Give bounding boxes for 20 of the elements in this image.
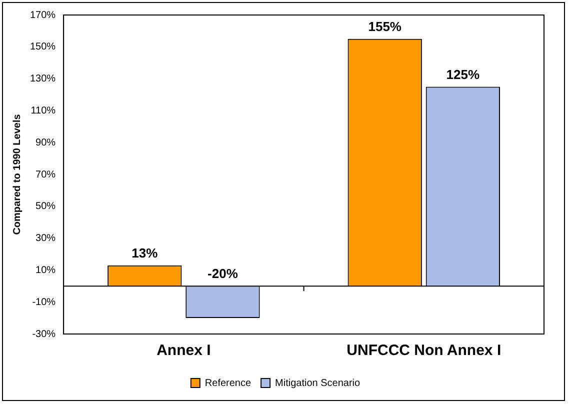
y-tick-label: 110% <box>30 105 56 116</box>
y-tick-label: -30% <box>32 328 56 340</box>
data-label: 155% <box>368 19 402 34</box>
data-label: 125% <box>446 66 480 82</box>
y-tick-label: -10% <box>32 296 56 308</box>
y-tick-label: 30% <box>36 233 56 244</box>
data-label: 13% <box>132 245 158 260</box>
x-tick-label: Annex I <box>156 342 211 360</box>
data-label: -20% <box>208 266 238 282</box>
y-tick-label: 10% <box>36 264 56 276</box>
y-tick-label: 50% <box>36 201 56 212</box>
y-tick-label: 170% <box>30 10 56 21</box>
y-tick-label: 70% <box>36 169 56 180</box>
x-tick-label: UNFCCC Non Annex I <box>346 342 502 360</box>
legend-label: Reference <box>204 378 252 389</box>
y-tick-label: 150% <box>30 42 56 53</box>
legend-label: Mitigation Scenario <box>275 378 361 389</box>
y-tick-label: 130% <box>30 74 56 85</box>
y-tick-label: 90% <box>36 137 56 148</box>
y-axis-title: Compared to 1990 Levels <box>12 114 23 235</box>
